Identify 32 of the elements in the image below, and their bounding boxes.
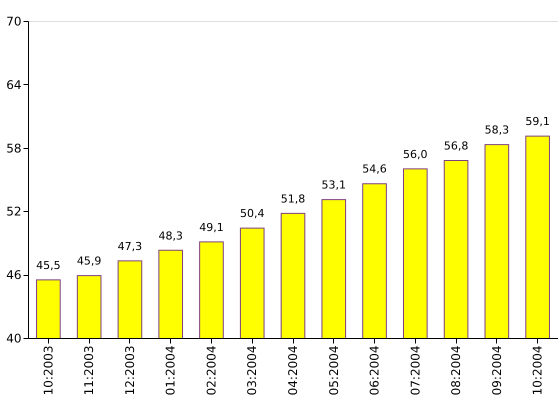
data-label: 56,8: [444, 139, 468, 152]
y-tick-label: 52: [6, 204, 22, 219]
data-label: 51,8: [280, 192, 306, 206]
x-tick-label: 04:2004: [286, 346, 300, 396]
data-label: 58,3: [484, 124, 510, 137]
y-tick-label: 70: [6, 14, 22, 28]
y-tick-label: 58: [6, 141, 22, 156]
y-tick-label: 40: [6, 332, 22, 346]
data-label: 56,0: [403, 148, 428, 161]
data-label: 45,5: [36, 258, 61, 272]
data-label: 49,1: [199, 220, 224, 234]
x-tick-label: 07:2004: [408, 346, 422, 396]
x-tick-label: 12:2003: [122, 346, 137, 396]
data-label: 45,9: [76, 254, 102, 268]
data-label: 48,3: [158, 229, 183, 242]
x-tick-label: 05:2004: [326, 346, 341, 396]
x-tick-label: 09:2004: [490, 346, 504, 396]
x-tick-label: 10:2004: [530, 346, 545, 396]
data-label: 50,4: [240, 207, 264, 220]
data-label: 54,6: [362, 162, 387, 176]
x-tick-label: 11:2003: [82, 346, 96, 396]
x-tick-label: 10:2003: [41, 346, 56, 396]
x-tick-label: 08:2004: [449, 346, 464, 396]
x-tick-label: 02:2004: [204, 346, 218, 396]
x-tick-label: 03:2004: [245, 346, 260, 396]
y-tick-label: 46: [6, 268, 22, 282]
x-tick-label: 06:2004: [368, 346, 382, 396]
data-label: 59,1: [525, 115, 550, 128]
data-label: 47,3: [118, 240, 142, 253]
x-tick-label: 01:2004: [164, 346, 178, 396]
y-tick-label: 64: [6, 78, 22, 92]
data-label: 53,1: [322, 178, 346, 192]
